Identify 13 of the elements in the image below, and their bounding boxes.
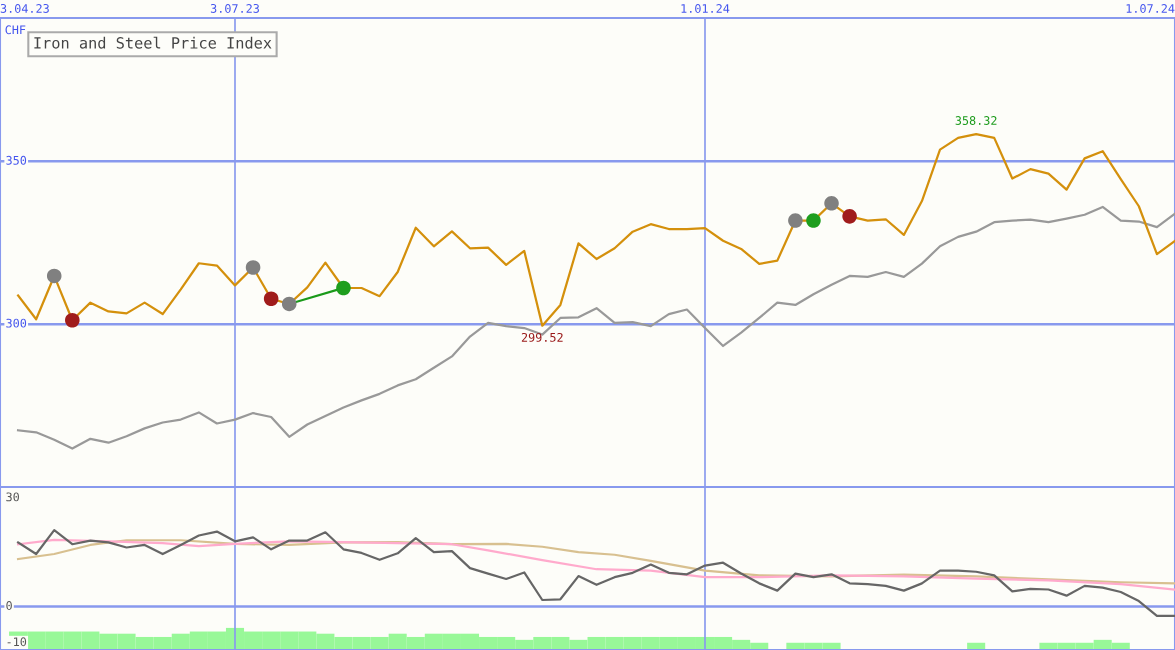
y-axis-title: CHF [5, 25, 26, 35]
y-tick-label: 350 [6, 155, 27, 165]
x-tick-label: 3.07.23 [210, 4, 259, 13]
y-tick-label: -10 [7, 637, 27, 647]
y-tick-label: 0 [6, 601, 12, 610]
text: Iron and Steel Price Index [34, 36, 272, 49]
x-tick-label: 1.07.24 [1126, 4, 1175, 13]
y-tick-label: 30 [6, 492, 19, 502]
annotation: 299.52 [521, 332, 563, 342]
y-tick-label: 300 [6, 318, 27, 328]
x-tick-label: 1.01.24 [681, 4, 730, 13]
x-tick-label: 3.04.23 [0, 4, 49, 13]
annotation: 358.32 [955, 116, 997, 125]
